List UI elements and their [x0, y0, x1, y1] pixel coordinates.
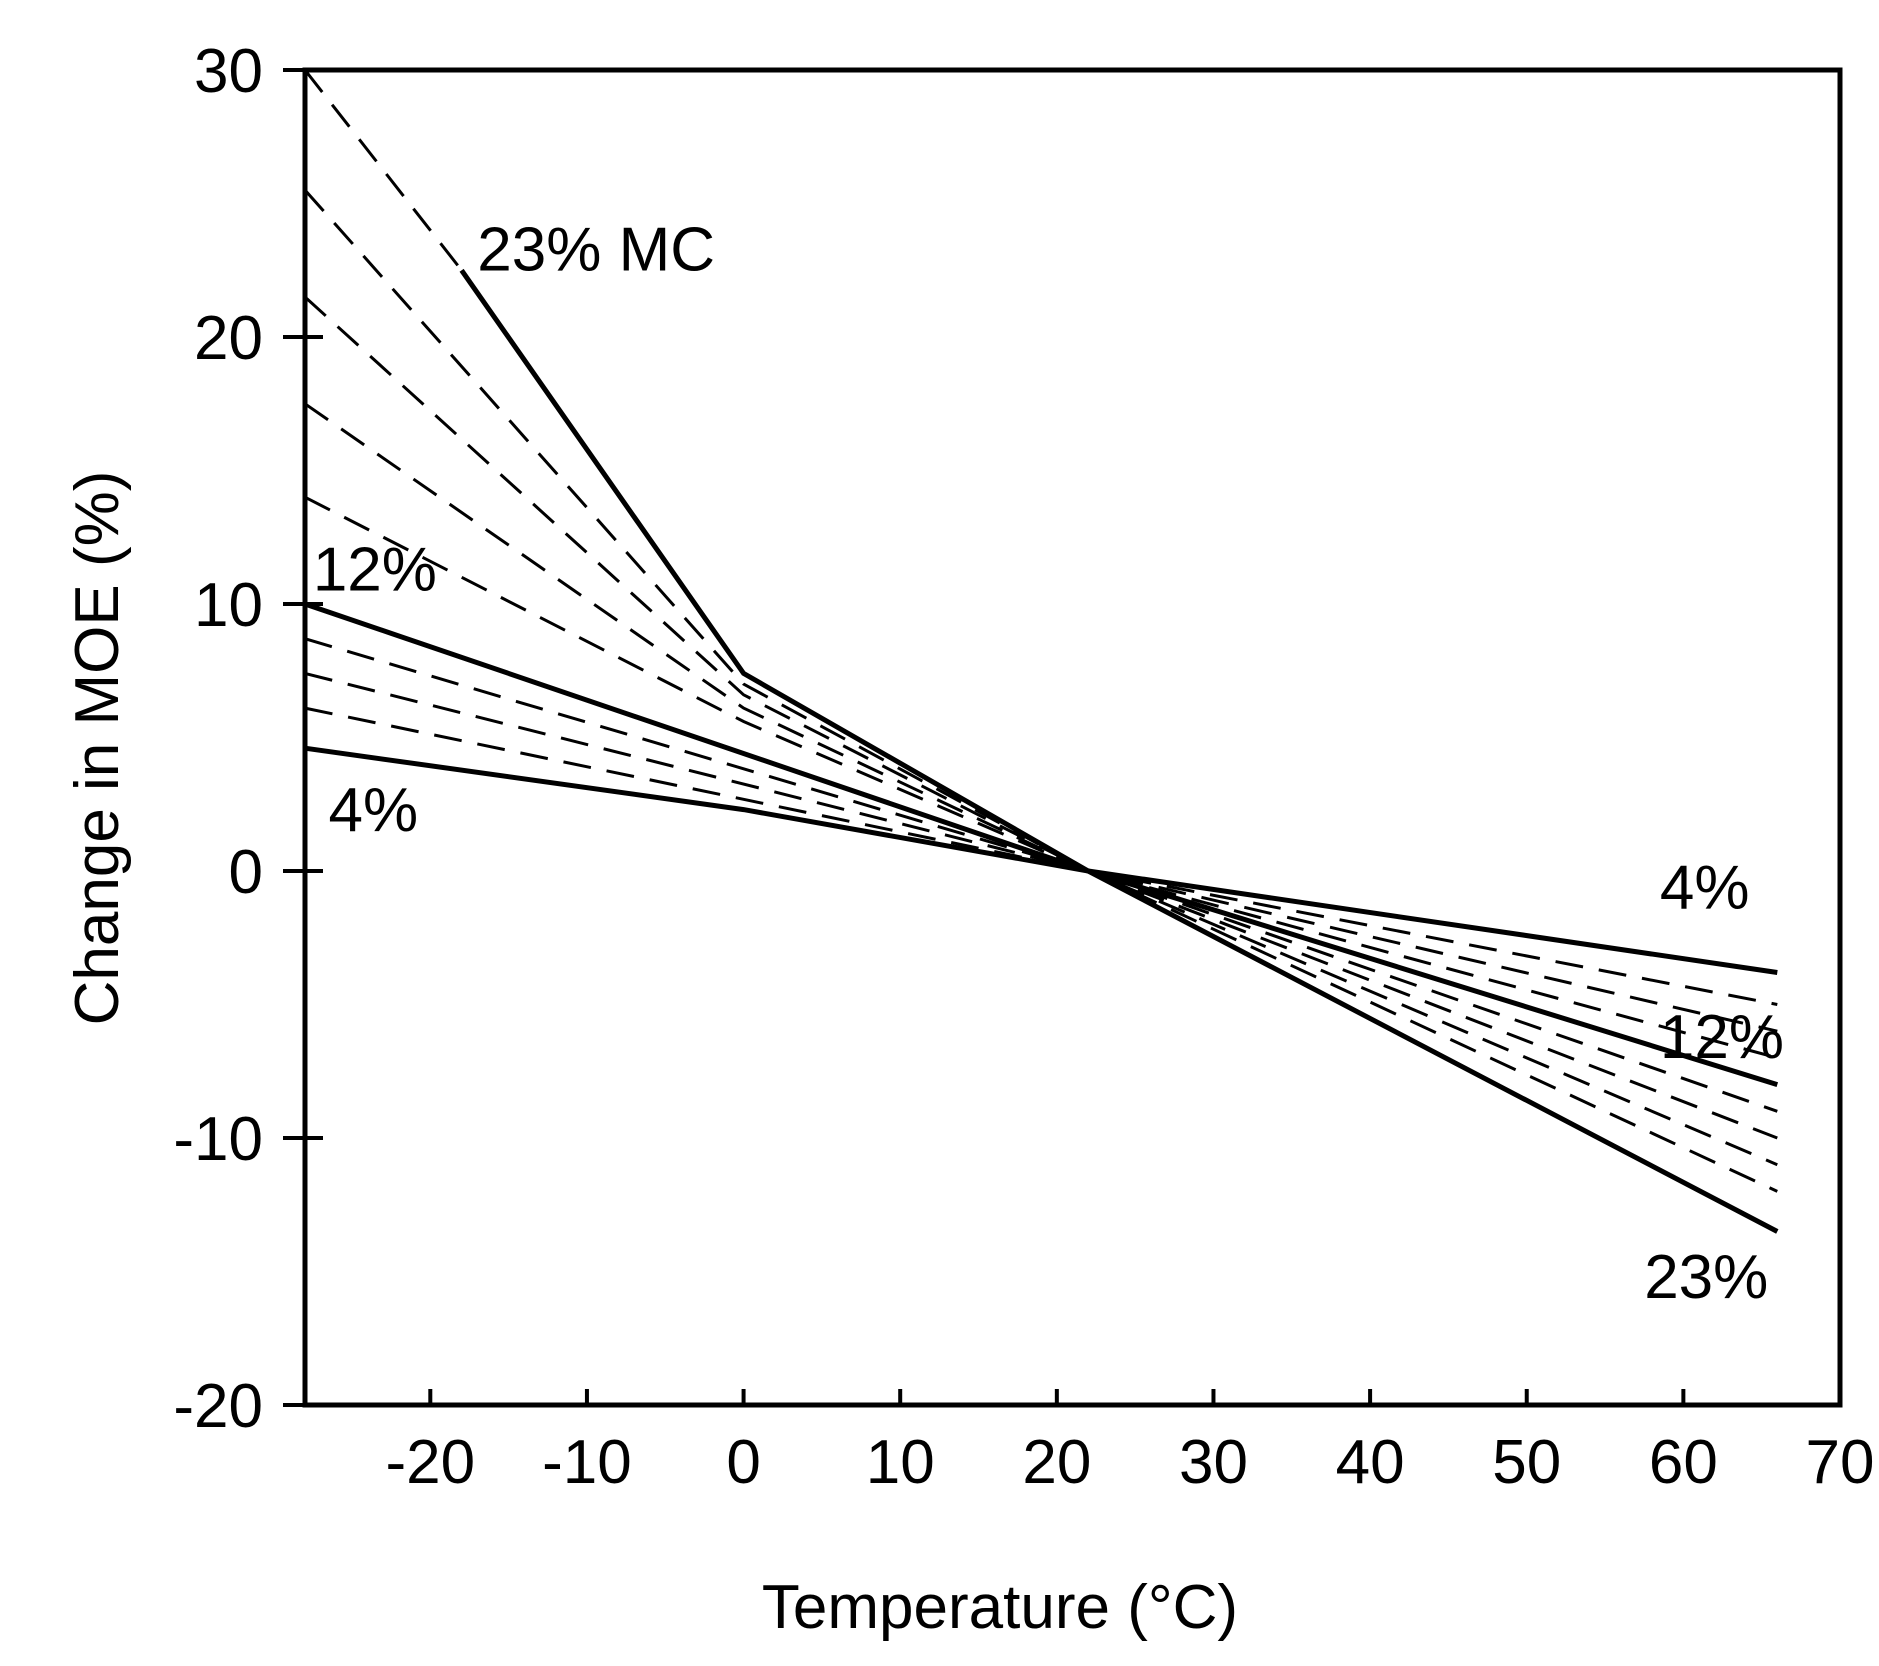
series-line-10 — [304, 706, 1778, 1006]
annotation-label: 4% — [328, 776, 418, 845]
annotation-label: 4% — [1660, 853, 1750, 922]
x-tick-label: -20 — [386, 1428, 476, 1497]
y-axis-ticks: -20 -10 0 10 20 30 — [173, 37, 323, 1441]
y-tick-label: 10 — [194, 571, 263, 640]
annotation-label: 12% — [313, 536, 437, 605]
annotations: 23% MC 12% 4% 4% 12% 23% — [313, 215, 1784, 1312]
series-line-0 — [459, 268, 1779, 1234]
x-tick-label: 10 — [866, 1428, 935, 1497]
x-axis-title: Temperature (°C) — [762, 1573, 1238, 1642]
x-tick-label: 70 — [1806, 1428, 1875, 1497]
x-tick-label: 50 — [1492, 1428, 1561, 1497]
y-tick-label: -10 — [173, 1105, 263, 1174]
series-line-3 — [304, 745, 1778, 975]
x-tick-label: 30 — [1179, 1428, 1248, 1497]
x-tick-label: 20 — [1022, 1428, 1091, 1497]
y-tick-label: -20 — [173, 1372, 263, 1441]
plot-frame — [302, 67, 1843, 1408]
series-line-7 — [304, 495, 1778, 1113]
y-tick-label: 30 — [194, 37, 263, 106]
x-tick-label: -10 — [542, 1428, 632, 1497]
annotation-label: 23% MC — [477, 215, 715, 284]
series-line-6 — [304, 402, 1778, 1140]
x-tick-label: 60 — [1649, 1428, 1718, 1497]
series-line-4 — [303, 189, 1778, 1193]
y-tick-label: 0 — [229, 838, 263, 907]
series-lines — [303, 69, 1779, 1234]
annotation-label: 12% — [1660, 1003, 1784, 1072]
x-tick-label: 0 — [726, 1428, 760, 1497]
annotation-label: 23% — [1644, 1243, 1768, 1312]
x-tick-label: 40 — [1336, 1428, 1405, 1497]
y-axis-title: Change in MOE (%) — [63, 471, 132, 1026]
series-line-1 — [303, 69, 463, 272]
x-axis-ticks: -20 -10 0 10 20 30 40 50 60 70 — [386, 1389, 1875, 1497]
y-tick-label: 20 — [194, 304, 263, 373]
series-line-9 — [304, 671, 1778, 1033]
